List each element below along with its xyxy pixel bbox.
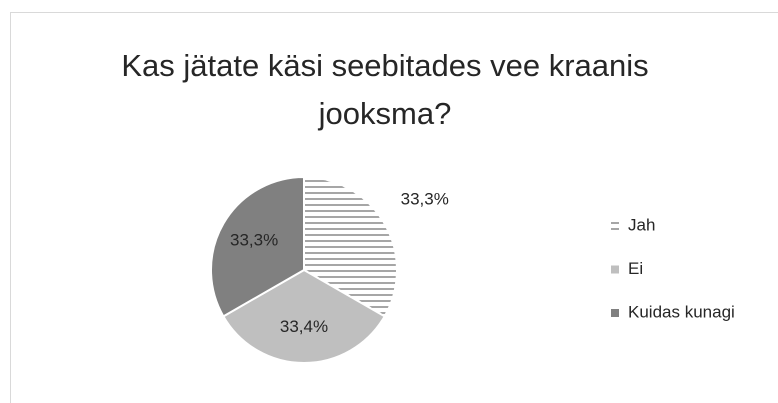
chart-border bbox=[10, 12, 778, 403]
chart-title: Kas jätate käsi seebitades vee kraanis j… bbox=[121, 48, 649, 131]
pie-slice bbox=[210, 175, 305, 318]
legend-label: Ei bbox=[628, 259, 643, 278]
data-label: 33,4% bbox=[280, 317, 328, 336]
legend-label: Jah bbox=[628, 215, 655, 234]
legend-marker bbox=[611, 265, 619, 274]
legend-marker bbox=[611, 309, 619, 317]
data-label: 33,3% bbox=[230, 231, 278, 250]
data-label: 33,3% bbox=[401, 190, 449, 209]
pie-slice bbox=[303, 175, 398, 318]
legend-label: Kuidas kunagi bbox=[628, 302, 735, 321]
legend-marker bbox=[611, 222, 619, 230]
